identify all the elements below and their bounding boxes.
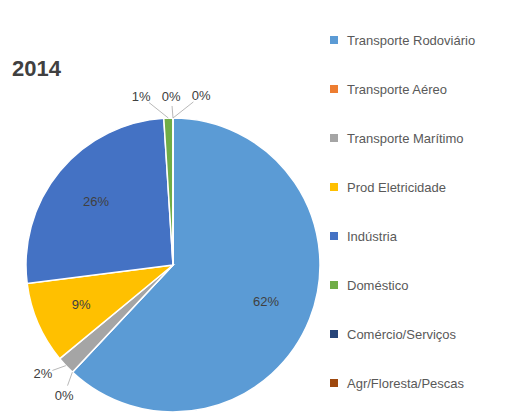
legend-label: Prod Eletricidade	[347, 180, 446, 195]
legend-swatch	[330, 281, 338, 289]
leader-line	[52, 366, 65, 371]
slices	[26, 118, 320, 412]
legend-label: Comércio/Serviços	[347, 327, 457, 342]
legend-label: Transporte Marítimo	[347, 131, 464, 146]
pie-slice	[26, 118, 173, 283]
legend-label: Indústria	[347, 229, 398, 244]
leader-line	[172, 106, 174, 118]
data-label: 0%	[55, 388, 74, 403]
pie-slice	[172, 118, 174, 265]
legend-swatch	[330, 232, 338, 240]
legend-label: Doméstico	[347, 278, 408, 293]
legend-swatch	[330, 36, 338, 44]
chart-title: 2014	[12, 56, 62, 81]
legend-label: Agr/Floresta/Pescas	[347, 376, 465, 391]
legend-swatch	[330, 85, 338, 93]
data-labels: 62%0%2%9%26%1%0%0%	[34, 88, 280, 402]
legend-swatch	[330, 183, 338, 191]
data-label: 1%	[132, 89, 151, 104]
data-label: 26%	[83, 194, 109, 209]
legend-label: Transporte Aéreo	[347, 82, 447, 97]
legend-swatch	[330, 330, 338, 338]
legend-swatch	[330, 379, 338, 387]
data-label: 2%	[34, 366, 53, 381]
chart: 201462%0%2%9%26%1%0%0%Transporte Rodoviá…	[0, 0, 521, 419]
leader-line	[149, 103, 168, 118]
data-label: 62%	[253, 294, 279, 309]
data-label: 0%	[192, 88, 211, 103]
legend-label: Transporte Rodoviário	[347, 33, 475, 48]
pie-slice	[172, 118, 174, 265]
data-label: 0%	[162, 89, 181, 104]
data-label: 9%	[72, 297, 91, 312]
leader-line	[173, 102, 193, 118]
legend: Transporte Rodoviário Transporte Aéreo Tra…	[330, 33, 475, 391]
pie-slice	[164, 118, 173, 265]
legend-swatch	[330, 134, 338, 142]
leader-line	[68, 372, 73, 385]
